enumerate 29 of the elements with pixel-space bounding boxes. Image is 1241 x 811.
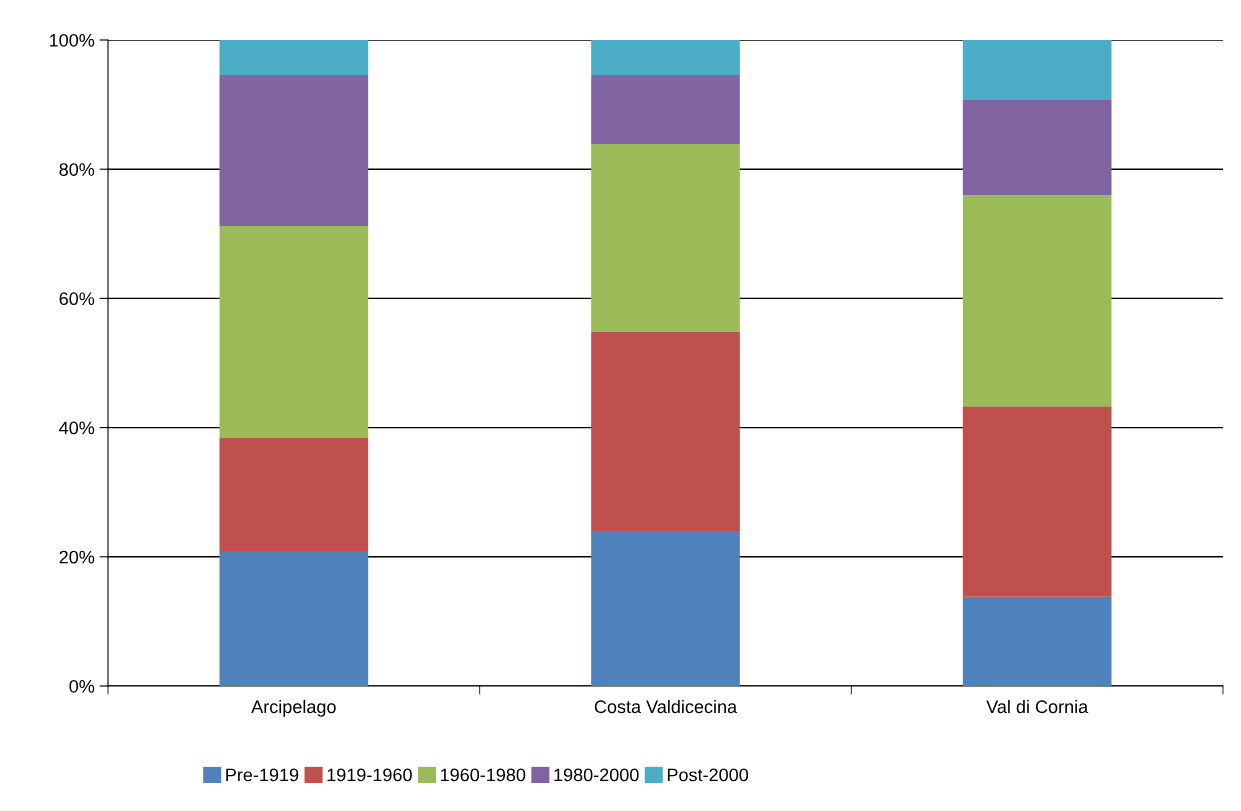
bar — [219, 550, 369, 686]
x-tick-label: Arcipelago — [251, 699, 336, 717]
bar — [962, 195, 1112, 407]
bar — [219, 226, 369, 438]
legend-label: Pre-1919 — [226, 768, 299, 782]
y-tick-label: 100% — [50, 33, 95, 47]
bar — [219, 437, 369, 551]
bar — [962, 406, 1112, 597]
x-tick-label: Costa Valdicecina — [594, 699, 738, 714]
bar — [591, 530, 740, 686]
x-tick-label: Val di Cornia — [986, 699, 1089, 714]
bar — [219, 74, 369, 227]
legend-label: 1960-1980 — [440, 768, 526, 782]
bar — [962, 100, 1112, 196]
bar — [962, 40, 1112, 101]
bar — [591, 331, 740, 531]
bar — [219, 40, 369, 75]
y-tick-label: 20% — [59, 550, 95, 564]
y-tick-label: 60% — [59, 292, 95, 306]
legend-label: Post-2000 — [667, 768, 749, 782]
y-tick-label: 0% — [69, 679, 95, 693]
bar — [591, 74, 740, 145]
bar — [591, 40, 740, 75]
bar — [962, 596, 1112, 686]
bar — [591, 144, 740, 332]
legend-label: 1980-2000 — [554, 768, 639, 782]
y-tick-label: 40% — [59, 421, 95, 435]
legend-label: 1919-1960 — [327, 768, 412, 782]
y-tick-label: 80% — [59, 163, 95, 176]
